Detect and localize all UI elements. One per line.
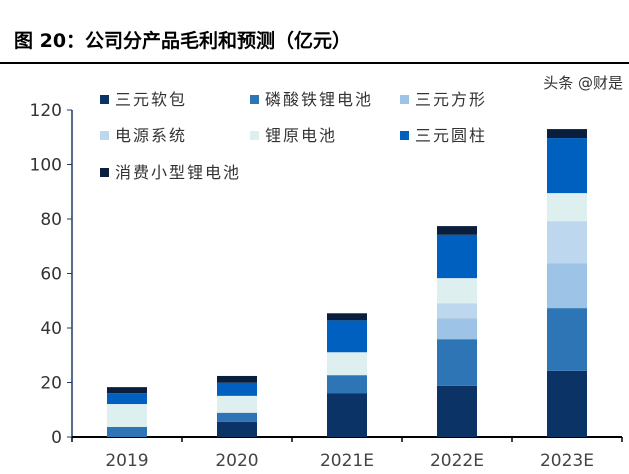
legend-label: 三元圆柱	[415, 126, 487, 145]
bar-segment	[327, 393, 367, 437]
y-tick-label: 0	[51, 428, 62, 448]
bar-segment	[437, 339, 477, 386]
y-tick-label: 20	[40, 374, 62, 394]
legend-label: 三元软包	[115, 90, 187, 109]
y-tick-label: 60	[40, 265, 62, 285]
watermark: 头条 @财是	[543, 74, 623, 92]
legend-swatch	[400, 95, 409, 104]
bar-segment	[217, 375, 257, 383]
bar-segment	[437, 318, 477, 340]
bar-segment	[547, 129, 587, 139]
legend-swatch	[250, 131, 259, 140]
bar-segment	[217, 412, 257, 422]
x-tick-label: 2020	[215, 451, 258, 471]
chart-title: 图 20：公司分产品毛利和预测（亿元）	[14, 30, 352, 52]
bar-segment	[437, 278, 477, 304]
bar-segment	[217, 395, 257, 413]
legend-swatch	[100, 131, 109, 140]
y-tick-label: 80	[40, 210, 62, 230]
x-tick-label: 2022E	[430, 451, 484, 471]
bar-segment	[547, 221, 587, 264]
bar-segment	[327, 352, 367, 376]
x-tick-label: 2021E	[320, 451, 374, 471]
bar-segment	[547, 308, 587, 371]
bar-segment	[547, 370, 587, 437]
bar-segment	[327, 320, 367, 353]
bar-segment	[437, 234, 477, 279]
legend-label: 三元方形	[415, 90, 487, 109]
legend-label: 消费小型锂电池	[115, 163, 241, 182]
bar-segment	[547, 263, 587, 309]
bar-segment	[327, 375, 367, 394]
legend-swatch	[250, 95, 259, 104]
legend-label: 磷酸铁锂电池	[265, 90, 373, 109]
bar-segment	[547, 193, 587, 222]
x-tick-label: 2019	[105, 451, 148, 471]
bar-segment	[437, 385, 477, 437]
y-tick-label: 100	[30, 156, 62, 176]
y-tick-label: 120	[30, 101, 62, 121]
bar-segment	[217, 382, 257, 396]
bar-segment	[547, 138, 587, 194]
y-tick-label: 40	[40, 319, 62, 339]
legend-label: 电源系统	[115, 126, 187, 145]
legend-swatch	[100, 95, 109, 104]
bar-segment	[107, 404, 147, 427]
x-tick-label: 2023E	[540, 451, 594, 471]
legend-label: 锂原电池	[265, 126, 337, 145]
legend-swatch	[100, 168, 109, 177]
bar-segment	[107, 387, 147, 394]
bar-segment	[327, 313, 367, 321]
bar-segment	[437, 303, 477, 319]
legend-swatch	[400, 131, 409, 140]
bar-segment	[437, 226, 477, 235]
bar-segment	[217, 421, 257, 437]
title-divider	[0, 62, 629, 64]
bar-segment	[107, 426, 147, 437]
bar-segment	[107, 393, 147, 405]
